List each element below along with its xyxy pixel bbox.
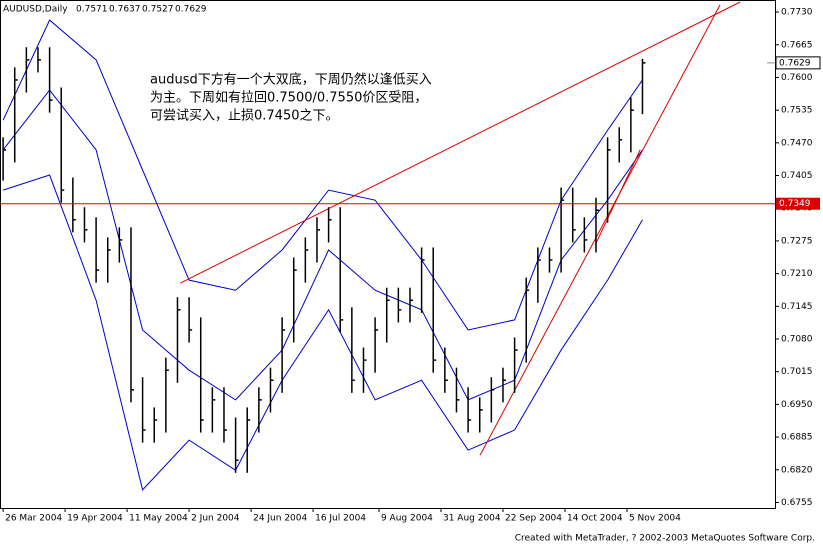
plot xyxy=(0,1,775,491)
y-tick-label: 0.6950 xyxy=(781,400,813,410)
x-tick-label: 14 Oct 2004 xyxy=(567,514,623,524)
bollinger-band xyxy=(2,89,643,401)
trend-line xyxy=(594,149,641,246)
price-label: 0.7629 xyxy=(779,58,811,68)
y-tick-label: 0.7015 xyxy=(781,367,813,377)
x-tick-label: 16 Jul 2004 xyxy=(315,514,366,524)
y-tick-label: 0.7470 xyxy=(781,138,813,148)
annotation: 为主。下周如有拉回0.7500/0.7550价区受阻， xyxy=(150,90,427,106)
y-tick-label: 0.7730 xyxy=(781,8,813,18)
trend-line xyxy=(179,1,741,284)
y-tick-label: 0.6820 xyxy=(781,465,813,475)
y-tick-label: 0.7080 xyxy=(781,335,813,345)
y-tick-label: 0.7145 xyxy=(781,302,813,312)
x-tick-label: 31 Aug 2004 xyxy=(443,514,501,524)
x-tick-label: 19 Apr 2004 xyxy=(67,514,123,524)
x-tick-label: 11 May 2004 xyxy=(129,514,188,524)
x-tick-label: 26 Mar 2004 xyxy=(5,514,62,524)
x-tick-label: 5 Nov 2004 xyxy=(629,514,681,524)
price-box xyxy=(776,197,820,210)
x-tick-label: 24 Jun 2004 xyxy=(253,514,307,524)
bollinger-band xyxy=(2,174,643,491)
x-tick-label: 2 Jun 2004 xyxy=(191,514,240,524)
y-tick-label: 0.7600 xyxy=(781,73,813,83)
price-label: 0.7349 xyxy=(779,199,811,209)
bollinger-band xyxy=(2,19,643,331)
header-value: 0.7571 xyxy=(76,5,108,15)
trend-line xyxy=(479,4,721,456)
footer: Created with MetaTrader, ? 2002-2003 Met… xyxy=(515,534,815,544)
y-tick-label: 0.6755 xyxy=(781,498,813,508)
y-tick-label: 0.7535 xyxy=(781,106,813,116)
annotation: 可尝试买入，止损0.7450之下。 xyxy=(150,109,339,124)
x-tick-label: 9 Aug 2004 xyxy=(381,514,433,524)
plot-frame xyxy=(0,0,776,509)
header-value: 0.7637 xyxy=(109,5,141,15)
y-tick-label: 0.7405 xyxy=(781,171,813,181)
y-tick-label: 0.7275 xyxy=(781,236,813,246)
y-tick-label: 0.7665 xyxy=(781,40,813,50)
y-tick-label: 0.6885 xyxy=(781,433,813,443)
annotation: audusd下方有一个大双底，下周仍然以逢低买入 xyxy=(150,72,432,88)
y-tick-label: 0.7210 xyxy=(781,269,813,279)
header-value: 0.7527 xyxy=(142,5,174,15)
price-box xyxy=(775,56,821,70)
header-value: 0.7629 xyxy=(175,5,207,15)
chart-title: AUDUSD,Daily xyxy=(3,5,68,15)
x-tick-label: 22 Sep 2004 xyxy=(505,514,562,524)
